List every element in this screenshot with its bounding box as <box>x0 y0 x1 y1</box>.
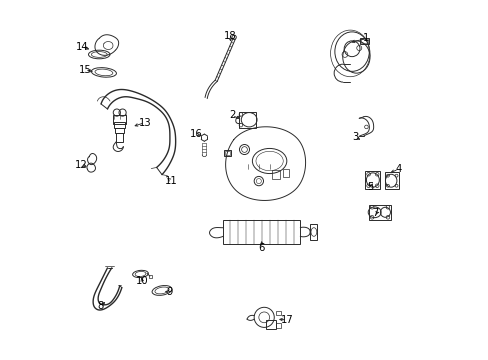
Text: 8: 8 <box>97 301 103 311</box>
Bar <box>275 311 281 315</box>
Text: 1: 1 <box>363 33 369 43</box>
Bar <box>238 112 255 128</box>
Bar <box>384 172 399 189</box>
Text: 14: 14 <box>75 42 88 51</box>
Text: 12: 12 <box>75 160 88 170</box>
Text: 15: 15 <box>79 64 91 75</box>
Text: 7: 7 <box>372 208 378 218</box>
Bar <box>115 129 124 133</box>
Bar <box>282 169 288 177</box>
Text: 5: 5 <box>367 182 373 192</box>
Text: 4: 4 <box>395 164 401 174</box>
Bar <box>266 320 276 329</box>
Text: 17: 17 <box>280 315 293 325</box>
Bar <box>224 151 229 155</box>
Text: 10: 10 <box>136 276 148 286</box>
Bar <box>272 170 279 179</box>
Text: 6: 6 <box>258 243 264 253</box>
Text: 9: 9 <box>166 287 173 297</box>
Bar <box>360 38 368 44</box>
Text: 3: 3 <box>352 132 358 142</box>
Bar <box>368 205 390 220</box>
Bar <box>223 150 230 156</box>
Bar <box>361 39 367 43</box>
Text: 13: 13 <box>138 118 151 128</box>
Text: 18: 18 <box>224 31 236 41</box>
Text: 11: 11 <box>164 176 177 186</box>
Text: 16: 16 <box>189 129 202 139</box>
Bar <box>149 275 152 278</box>
Bar <box>116 133 123 142</box>
Bar <box>365 171 380 189</box>
Bar <box>114 122 125 129</box>
Bar <box>310 224 317 240</box>
Bar <box>275 323 281 328</box>
Text: 2: 2 <box>228 111 235 121</box>
Bar <box>113 114 126 123</box>
Bar <box>223 220 300 244</box>
